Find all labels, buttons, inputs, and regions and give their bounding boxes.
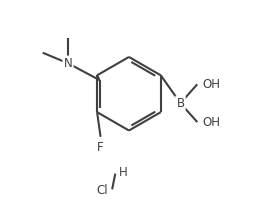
Text: N: N — [64, 57, 72, 70]
Text: H: H — [119, 166, 128, 179]
Text: OH: OH — [202, 116, 220, 129]
Text: OH: OH — [202, 78, 220, 91]
Text: Cl: Cl — [97, 184, 108, 197]
Text: B: B — [176, 97, 185, 110]
Text: F: F — [97, 141, 104, 154]
